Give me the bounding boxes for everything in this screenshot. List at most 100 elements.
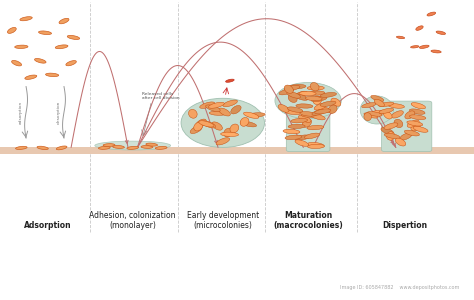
Ellipse shape bbox=[295, 135, 311, 140]
Ellipse shape bbox=[99, 146, 110, 149]
Ellipse shape bbox=[394, 119, 403, 128]
Ellipse shape bbox=[240, 121, 256, 127]
Ellipse shape bbox=[288, 94, 297, 103]
Ellipse shape bbox=[8, 28, 16, 33]
Ellipse shape bbox=[244, 112, 259, 119]
Ellipse shape bbox=[223, 100, 237, 107]
Ellipse shape bbox=[155, 146, 167, 149]
Ellipse shape bbox=[230, 124, 239, 133]
Ellipse shape bbox=[278, 104, 289, 112]
Ellipse shape bbox=[320, 92, 337, 97]
Text: Adsorption: Adsorption bbox=[24, 221, 71, 230]
Ellipse shape bbox=[307, 125, 324, 130]
Ellipse shape bbox=[372, 110, 388, 114]
Ellipse shape bbox=[220, 132, 238, 137]
Ellipse shape bbox=[66, 61, 76, 66]
Ellipse shape bbox=[411, 103, 426, 109]
Ellipse shape bbox=[311, 96, 327, 102]
Ellipse shape bbox=[410, 46, 419, 48]
Ellipse shape bbox=[388, 103, 404, 108]
Ellipse shape bbox=[300, 112, 316, 116]
Text: Early development
(microcolonies): Early development (microcolonies) bbox=[187, 211, 259, 230]
Ellipse shape bbox=[283, 129, 300, 134]
Ellipse shape bbox=[407, 121, 423, 126]
Ellipse shape bbox=[386, 132, 395, 140]
Ellipse shape bbox=[55, 45, 68, 49]
Ellipse shape bbox=[206, 105, 220, 112]
Ellipse shape bbox=[364, 113, 378, 118]
Ellipse shape bbox=[331, 98, 341, 106]
Ellipse shape bbox=[12, 61, 21, 66]
Ellipse shape bbox=[20, 17, 32, 21]
FancyBboxPatch shape bbox=[286, 114, 330, 152]
Ellipse shape bbox=[308, 144, 325, 148]
Ellipse shape bbox=[202, 121, 216, 128]
Ellipse shape bbox=[304, 133, 320, 139]
Ellipse shape bbox=[313, 96, 321, 104]
Ellipse shape bbox=[288, 124, 305, 128]
Ellipse shape bbox=[395, 138, 406, 146]
Ellipse shape bbox=[384, 133, 400, 139]
Ellipse shape bbox=[224, 128, 233, 137]
Ellipse shape bbox=[367, 112, 382, 116]
Ellipse shape bbox=[199, 121, 214, 127]
Ellipse shape bbox=[287, 92, 301, 98]
Ellipse shape bbox=[392, 111, 403, 118]
Ellipse shape bbox=[407, 120, 419, 127]
Ellipse shape bbox=[67, 35, 80, 40]
Ellipse shape bbox=[317, 106, 332, 112]
Ellipse shape bbox=[35, 58, 46, 63]
Ellipse shape bbox=[219, 108, 230, 116]
Ellipse shape bbox=[189, 110, 197, 118]
Ellipse shape bbox=[410, 115, 426, 120]
Ellipse shape bbox=[25, 75, 37, 80]
Ellipse shape bbox=[410, 109, 425, 114]
Ellipse shape bbox=[396, 36, 405, 39]
Ellipse shape bbox=[127, 146, 138, 149]
Ellipse shape bbox=[285, 110, 301, 115]
Text: Adhesion, colonization
(monolayer): Adhesion, colonization (monolayer) bbox=[90, 211, 176, 230]
Ellipse shape bbox=[427, 12, 436, 16]
Ellipse shape bbox=[200, 102, 215, 108]
Ellipse shape bbox=[209, 111, 227, 115]
Text: Released cells
after cell division: Released cells after cell division bbox=[142, 92, 180, 100]
Ellipse shape bbox=[308, 142, 324, 147]
Ellipse shape bbox=[279, 89, 293, 95]
Ellipse shape bbox=[374, 99, 384, 106]
Ellipse shape bbox=[305, 96, 322, 100]
Ellipse shape bbox=[56, 146, 67, 150]
Ellipse shape bbox=[46, 73, 59, 76]
Ellipse shape bbox=[411, 123, 420, 131]
Ellipse shape bbox=[307, 86, 324, 90]
Ellipse shape bbox=[285, 135, 302, 140]
Ellipse shape bbox=[383, 111, 392, 119]
Ellipse shape bbox=[405, 111, 415, 119]
Ellipse shape bbox=[113, 146, 124, 148]
Text: ⓓ depositphotos: ⓓ depositphotos bbox=[14, 284, 65, 290]
Ellipse shape bbox=[194, 122, 203, 131]
Ellipse shape bbox=[59, 18, 69, 24]
Ellipse shape bbox=[284, 85, 300, 91]
Ellipse shape bbox=[240, 118, 249, 126]
Ellipse shape bbox=[312, 109, 327, 115]
Ellipse shape bbox=[295, 140, 309, 146]
Text: Dispertion: Dispertion bbox=[383, 221, 428, 230]
Ellipse shape bbox=[302, 119, 311, 127]
Ellipse shape bbox=[284, 85, 293, 93]
Ellipse shape bbox=[294, 91, 307, 98]
Ellipse shape bbox=[190, 126, 202, 134]
Ellipse shape bbox=[95, 141, 171, 150]
Ellipse shape bbox=[291, 118, 308, 123]
Ellipse shape bbox=[314, 103, 327, 110]
Ellipse shape bbox=[299, 115, 311, 122]
Ellipse shape bbox=[315, 109, 331, 114]
Ellipse shape bbox=[209, 102, 224, 108]
Ellipse shape bbox=[379, 108, 393, 113]
Ellipse shape bbox=[320, 101, 336, 106]
Ellipse shape bbox=[311, 114, 325, 120]
Text: Biofilm lifecycle: Biofilm lifecycle bbox=[150, 245, 324, 264]
Ellipse shape bbox=[419, 45, 429, 48]
Ellipse shape bbox=[294, 94, 308, 100]
Ellipse shape bbox=[413, 126, 428, 132]
Ellipse shape bbox=[38, 31, 52, 34]
